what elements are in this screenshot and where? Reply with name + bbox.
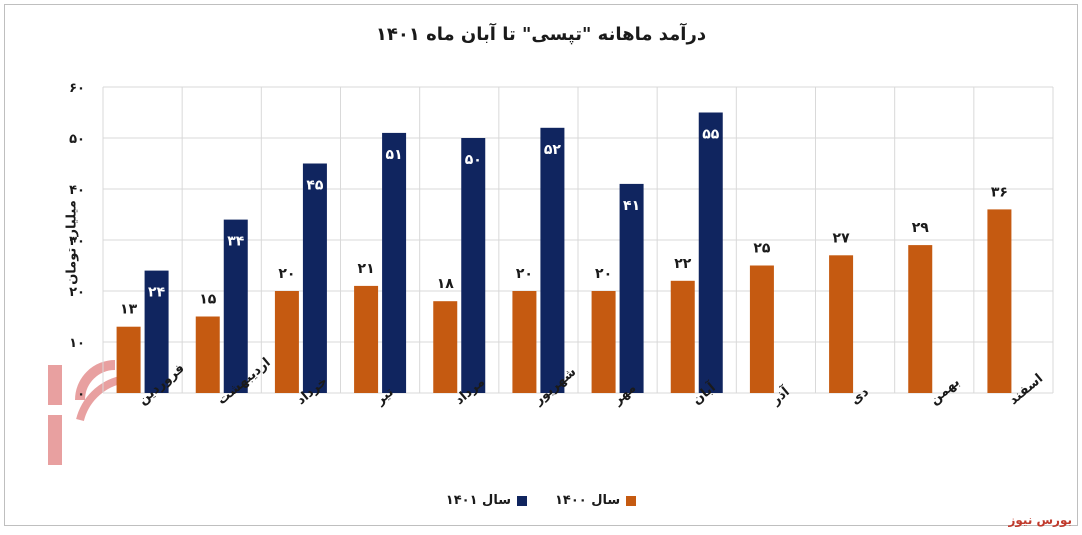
data-label-1400: ۲۰ [278,266,295,282]
data-label-1401: ۴۵ [306,178,324,194]
legend-label-1401: سال ۱۴۰۱ [445,493,511,508]
legend-item-1400: سال ۱۴۰۰ [555,493,637,508]
bar-1400 [274,291,299,393]
data-label-1401: ۴۱ [623,198,640,214]
x-tick-label: اسفند [1006,371,1046,408]
bar-1401 [540,127,565,394]
data-label-1401: ۵۲ [544,142,562,158]
legend-label-1400: سال ۱۴۰۰ [555,493,621,508]
y-tick-label: ۶۰ [69,81,85,96]
data-label-1401: ۵۵ [702,127,720,143]
x-tick-label: بهمن [927,375,963,408]
data-label-1401: ۳۴ [227,234,245,250]
data-label-1401: ۲۴ [148,285,166,301]
data-label-1400: ۲۱ [358,261,375,277]
data-label-1400: ۲۲ [674,256,692,272]
bar-1400 [354,285,379,393]
data-label-1401: ۵۰ [465,152,482,168]
bar-1400 [908,245,933,393]
y-tick-label: ۵۰ [69,132,85,147]
watermark-logo [48,360,122,465]
data-label-1400: ۱۸ [437,276,455,292]
data-label-1400: ۲۰ [595,266,612,282]
bar-1401 [302,163,327,393]
data-label-1400: ۳۶ [991,184,1008,200]
data-label-1400: ۱۵ [199,292,217,308]
bar-1400 [195,316,220,393]
bar-1400 [670,280,695,393]
bar-1401 [461,138,486,393]
data-label-1400: ۲۵ [753,241,771,257]
chart-title: درآمد ماهانه "تپسی" تا آبان ماه ۱۴۰۱ [375,24,707,45]
data-label-1400: ۱۳ [120,302,138,318]
bar-1401 [619,183,644,393]
data-label-1400: ۲۰ [516,266,533,282]
bar-1400 [433,301,458,393]
legend-item-1401: سال ۱۴۰۱ [446,493,527,508]
data-label-1400: ۲۹ [912,220,930,236]
bar-1401 [698,112,723,393]
bar-1401 [382,132,407,393]
data-label-1401: ۵۱ [386,147,403,163]
bar-1400 [116,326,141,393]
bar-1401 [223,219,248,393]
source-credit: بورس نیوز [1008,513,1072,527]
y-tick-label: ۱۰ [69,336,85,351]
bar-1400 [512,291,537,393]
bar-1400 [987,209,1012,393]
legend-swatch-1401 [517,495,527,506]
y-tick-label: ۲۰ [69,285,85,300]
legend-swatch-1400 [626,495,637,506]
legend: سال ۱۴۰۰ سال ۱۴۰۱ [0,493,1082,508]
bar-1400 [591,291,616,393]
y-tick-label: ۳۰ [69,234,85,249]
y-tick-label: ۰ [77,387,85,402]
bar-1400 [749,265,774,393]
bar-1401 [144,270,169,393]
y-tick-label: ۴۰ [69,183,85,198]
data-label-1400: ۲۷ [833,230,851,246]
bar-1400 [829,255,854,393]
